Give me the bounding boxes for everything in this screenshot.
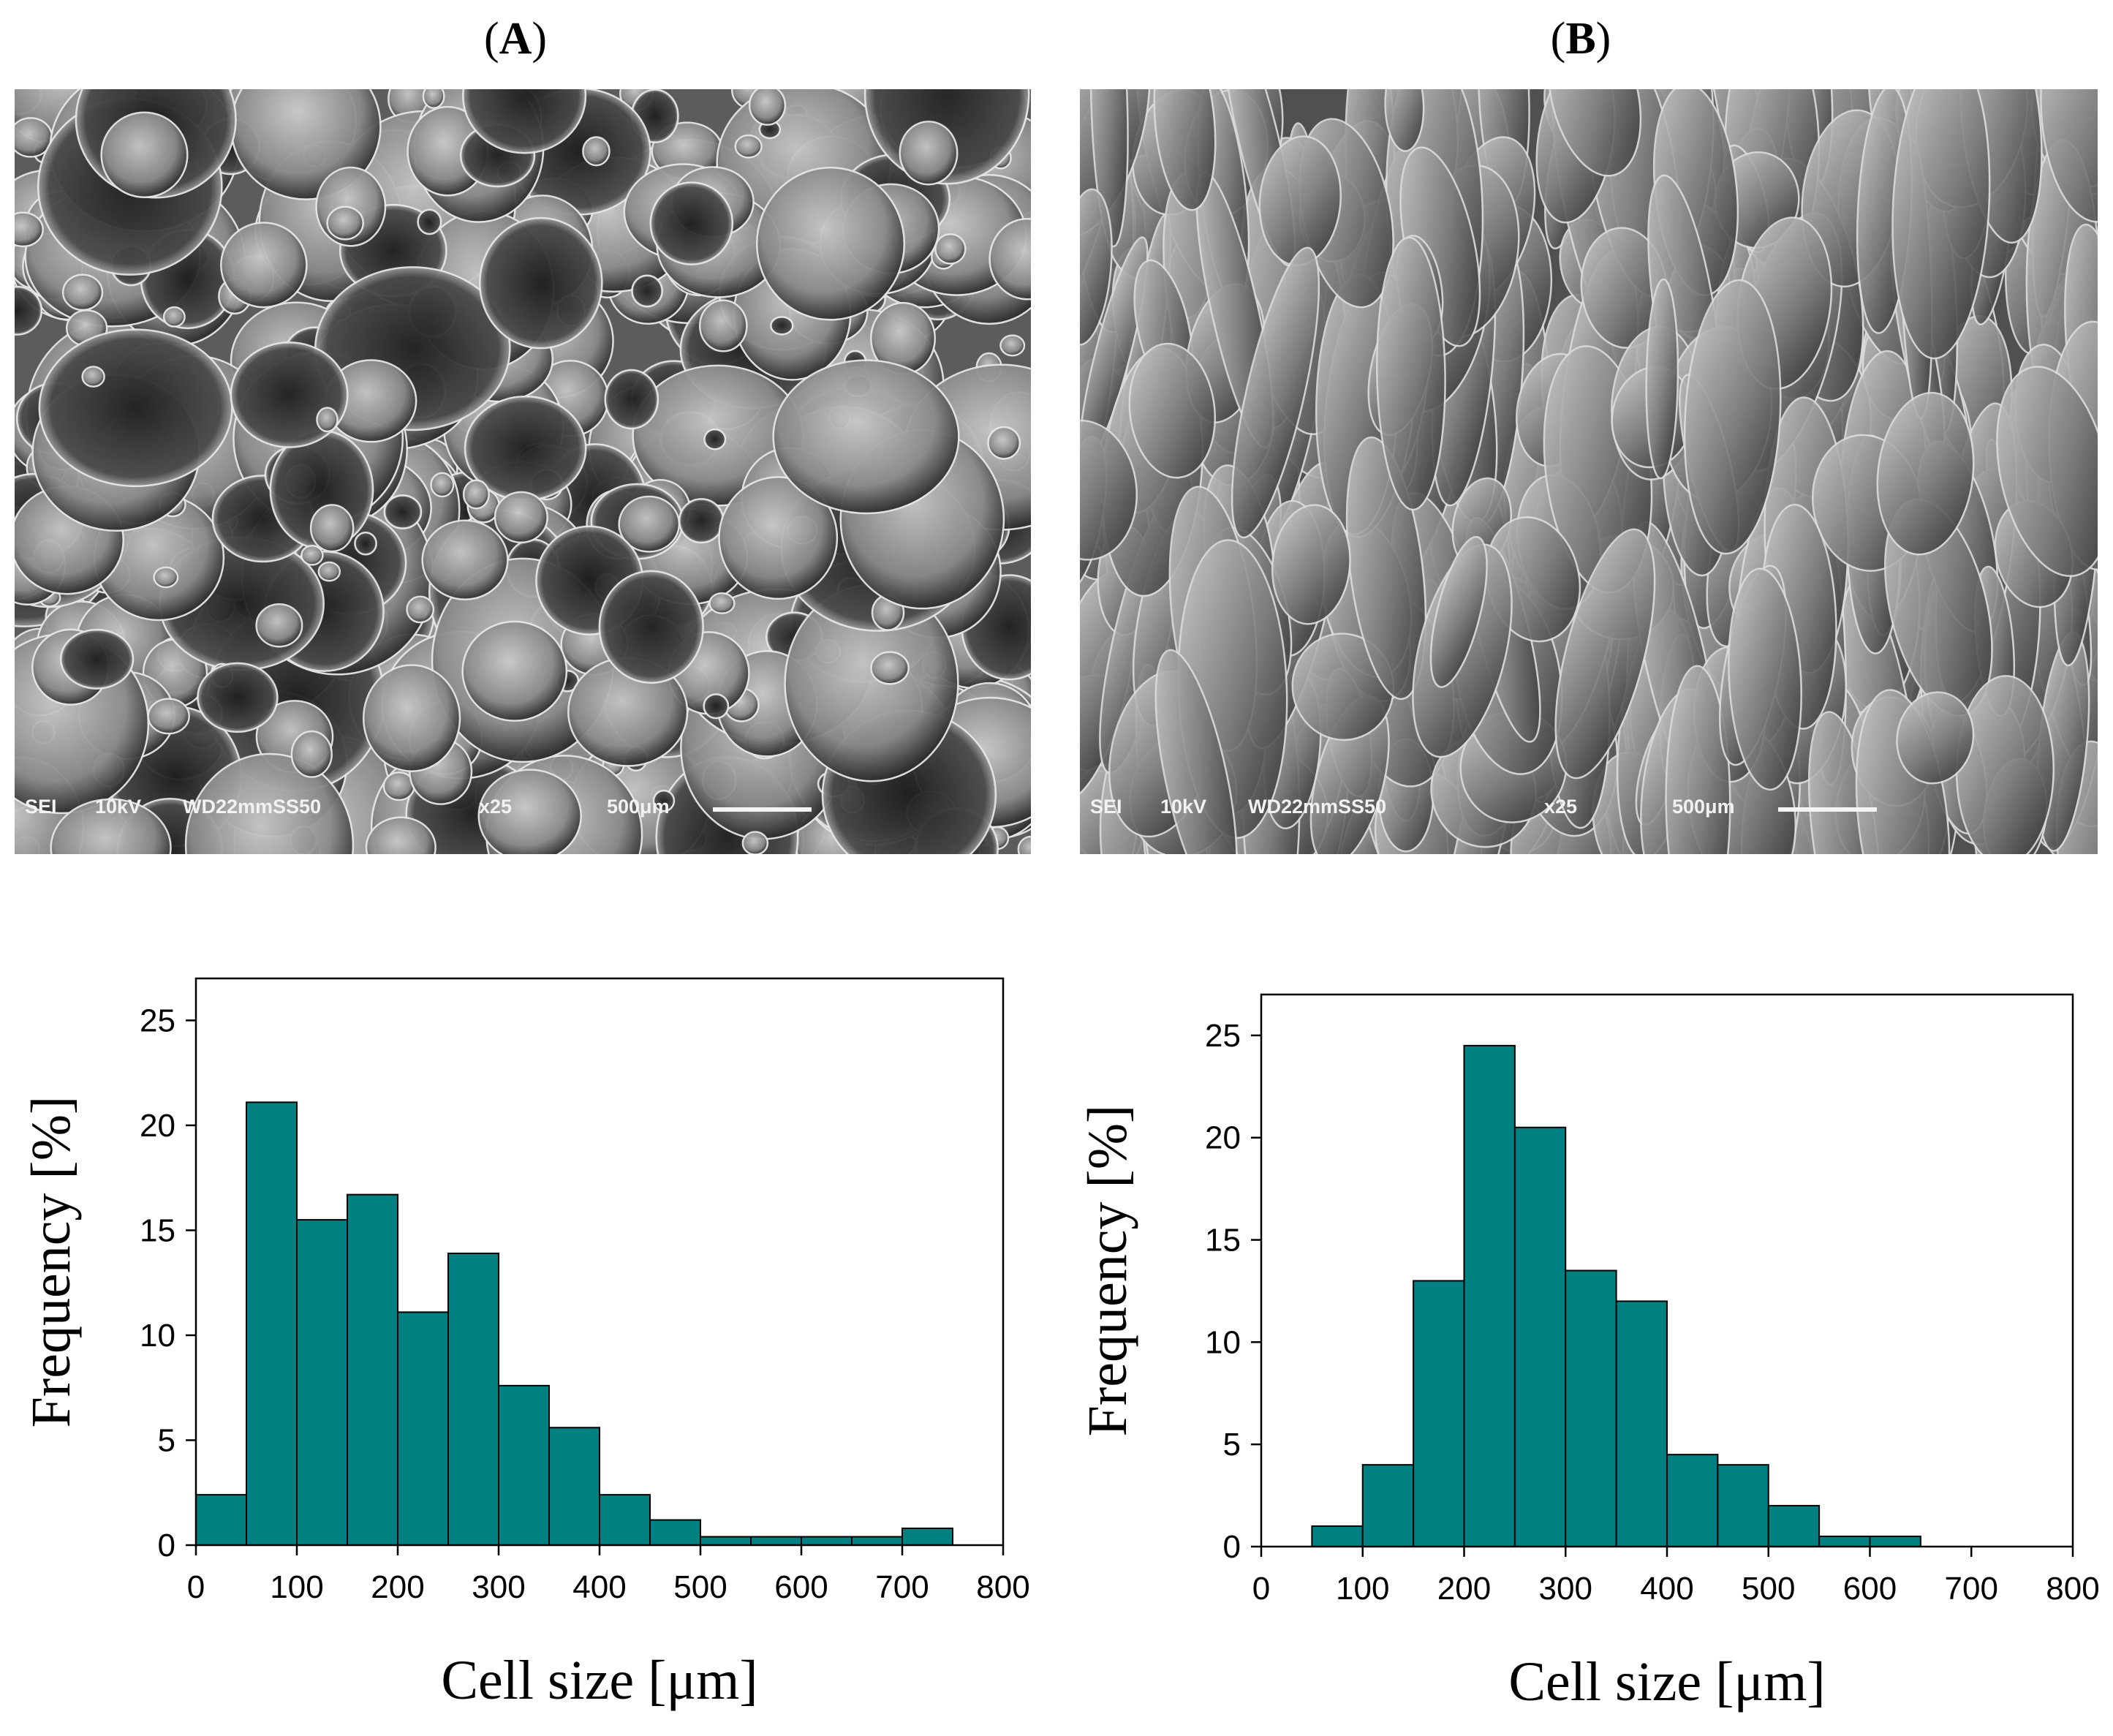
x-tick-label: 700	[875, 1569, 929, 1605]
sem-voltage: 10kV	[1160, 796, 1207, 818]
histogram-bar	[347, 1193, 398, 1546]
histogram-a: 0 100 200 300 400 500 600 700 800 0 5 10 15 20 25 Cell …	[0, 951, 1056, 1732]
foam-texture-b	[1080, 89, 2098, 854]
sem-scale-label: 500μm	[1672, 796, 1735, 818]
x-tick-label: 0	[1252, 1571, 1270, 1607]
x-tick-label: 800	[2046, 1571, 2099, 1607]
histogram-bar	[296, 1219, 348, 1546]
histogram-bar	[1717, 1464, 1769, 1547]
x-tick-label: 300	[472, 1569, 525, 1605]
histogram-bar	[599, 1494, 651, 1546]
histogram-bar	[1666, 1454, 1719, 1548]
histogram-bar	[548, 1427, 600, 1547]
sem-magnification: x25	[479, 796, 513, 818]
histogram-bar	[1413, 1280, 1465, 1547]
histogram-b-svg: 0 100 200 300 400 500 600 700 800 0 5 10 15 20 25 Cell …	[1077, 993, 2100, 1713]
histogram-bar	[1767, 1505, 1821, 1548]
x-tick-label: 500	[673, 1569, 727, 1605]
y-tick-label: 10	[1205, 1324, 1241, 1360]
x-tick-label: 600	[1843, 1571, 1897, 1607]
histogram-bar	[1513, 1126, 1567, 1547]
histogram-b: 0 100 200 300 400 500 600 700 800 0 5 10 15 20 25 Cell …	[1056, 951, 2113, 1732]
x-tick-label: 100	[270, 1569, 323, 1605]
histogram-bar	[397, 1311, 449, 1546]
y-tick-label: 15	[1205, 1223, 1241, 1258]
sem-detector: SEI	[25, 796, 57, 818]
y-tick-label: 25	[140, 1003, 175, 1038]
sem-info-bar-b: SEI 10kV WD22mmSS50 x25 500μm	[1080, 796, 2098, 825]
sem-magnification: x25	[1544, 796, 1578, 818]
x-tick-label: 800	[976, 1569, 1029, 1605]
sem-detector: SEI	[1090, 796, 1122, 818]
sem-micrograph-a: SEI 10kV WD22mmSS50 x25 500μm	[15, 89, 1031, 854]
panel-label-a: (A)	[483, 14, 548, 64]
x-tick-label: 400	[1640, 1571, 1693, 1607]
sem-scale-label: 500μm	[607, 796, 670, 818]
x-tick-label: 700	[1945, 1571, 1998, 1607]
sem-info-bar-a: SEI 10kV WD22mmSS50 x25 500μm	[15, 796, 1031, 825]
sem-micrograph-b: SEI 10kV WD22mmSS50 x25 500μm	[1080, 89, 2098, 854]
x-tick-label: 100	[1336, 1571, 1389, 1607]
x-axis-label: Cell size [μm]	[1508, 1651, 1825, 1713]
foam-texture-a	[15, 89, 1031, 854]
histogram-bar	[1615, 1300, 1668, 1547]
x-tick-label: 400	[572, 1569, 626, 1605]
histogram-bar	[1565, 1269, 1617, 1547]
sem-wd: WD22mmSS50	[1248, 796, 1387, 818]
x-tick-label: 200	[1437, 1571, 1491, 1607]
y-tick-label: 0	[1223, 1529, 1241, 1565]
panel-label-b: (B)	[1550, 14, 1611, 64]
x-tick-label: 0	[187, 1569, 205, 1605]
histogram-bar	[498, 1384, 550, 1547]
histogram-bar	[246, 1101, 298, 1546]
histogram-bar	[851, 1536, 903, 1546]
y-axis-label: Frequency [%]	[1077, 1105, 1138, 1437]
histogram-bar	[801, 1536, 853, 1546]
y-tick-label: 20	[1205, 1120, 1241, 1156]
histogram-bar	[1311, 1525, 1364, 1548]
sem-voltage: 10kV	[95, 796, 142, 818]
histogram-bar	[1818, 1536, 1871, 1547]
histogram-a-svg: 0 100 200 300 400 500 600 700 800 0 5 10 15 20 25 Cell …	[20, 977, 1030, 1711]
histogram-bar	[901, 1528, 953, 1547]
y-tick-label: 25	[1205, 1018, 1241, 1054]
histogram-bar	[195, 1494, 247, 1546]
x-tick-label: 600	[774, 1569, 828, 1605]
x-tick-label: 200	[371, 1569, 424, 1605]
y-tick-label: 5	[158, 1422, 175, 1458]
histogram-bar	[1361, 1464, 1415, 1547]
histogram-bar	[649, 1519, 701, 1546]
x-tick-label: 500	[1742, 1571, 1795, 1607]
y-tick-label: 20	[140, 1108, 175, 1144]
y-tick-label: 10	[140, 1318, 175, 1354]
scale-bar	[713, 807, 812, 812]
y-tick-label: 5	[1223, 1427, 1241, 1463]
histogram-bar	[447, 1253, 499, 1546]
y-tick-label: 15	[140, 1212, 175, 1248]
scale-bar	[1778, 807, 1877, 812]
x-tick-label: 300	[1539, 1571, 1592, 1607]
histogram-bar	[750, 1536, 802, 1546]
sem-wd: WD22mmSS50	[183, 796, 322, 818]
y-axis-label: Frequency [%]	[20, 1096, 82, 1428]
x-axis-label: Cell size [μm]	[441, 1650, 757, 1711]
histogram-bar	[1869, 1536, 1921, 1547]
histogram-bar	[1463, 1044, 1516, 1547]
histogram-bar	[700, 1536, 752, 1546]
y-tick-label: 0	[158, 1528, 175, 1563]
